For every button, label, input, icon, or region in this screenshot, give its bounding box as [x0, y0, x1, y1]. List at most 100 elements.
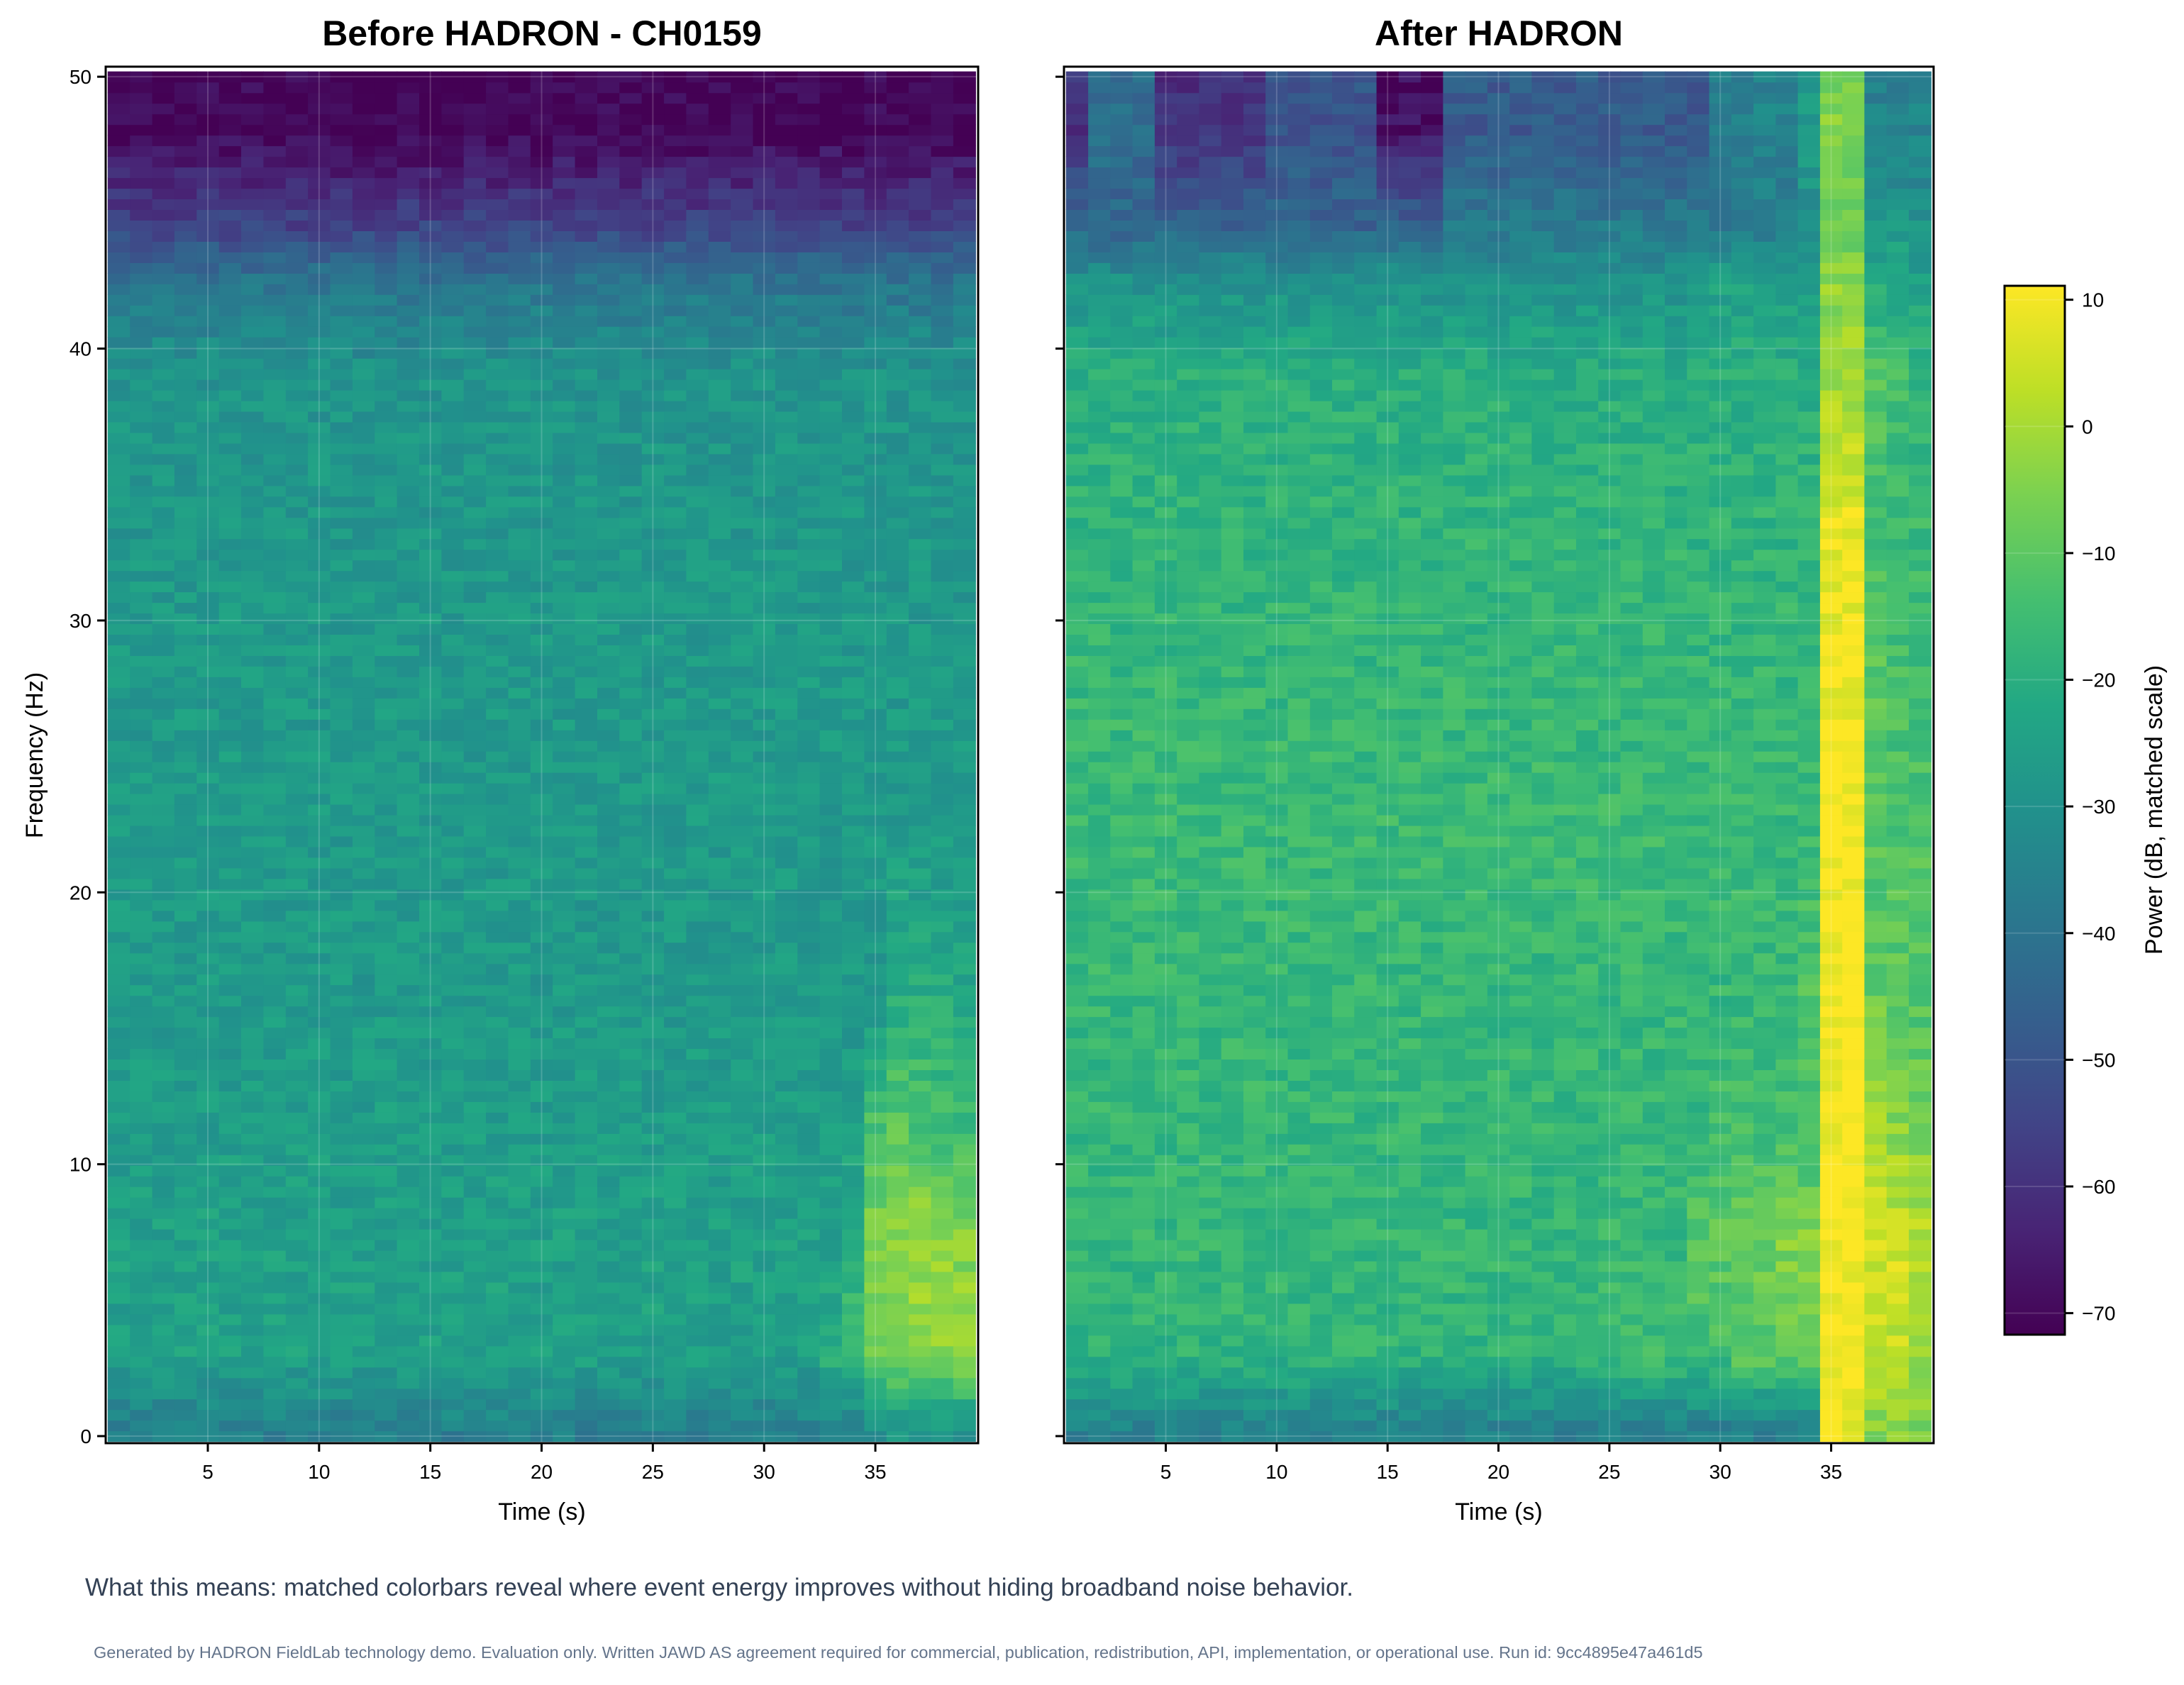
heatmap-cell [909, 1367, 932, 1379]
heatmap-cell [308, 103, 331, 115]
heatmap-cell [553, 1335, 576, 1347]
heatmap-cell [174, 899, 197, 911]
heatmap-cell [619, 751, 643, 762]
heatmap-cell [218, 1133, 242, 1145]
heatmap-cell [842, 560, 865, 572]
heatmap-cell [753, 677, 776, 688]
heatmap-cell [819, 379, 843, 391]
heatmap-cell [931, 71, 954, 83]
heatmap-cell [597, 92, 620, 104]
heatmap-cell [397, 835, 420, 847]
heatmap-cell [886, 496, 909, 508]
heatmap-cell [130, 719, 153, 730]
heatmap-cell [819, 655, 843, 667]
heatmap-cell [397, 177, 420, 189]
heatmap-cell [486, 1229, 509, 1240]
heatmap-cell [886, 1069, 909, 1081]
heatmap-cell [508, 613, 531, 624]
heatmap-cell [463, 113, 487, 126]
heatmap-cell [641, 825, 665, 837]
heatmap-cell [263, 1027, 287, 1039]
heatmap-cell [886, 857, 909, 869]
heatmap-cell [486, 177, 509, 189]
heatmap-cell [731, 549, 754, 561]
heatmap-cell [753, 113, 776, 126]
heatmap-cell [107, 666, 131, 677]
heatmap-cell [708, 591, 731, 604]
heatmap-cell [708, 815, 731, 826]
heatmap-cell [130, 1038, 153, 1050]
heatmap-cell [308, 751, 331, 762]
heatmap-cell [686, 751, 709, 762]
heatmap-cell [641, 347, 665, 359]
heatmap-cell [196, 687, 220, 699]
heatmap-cell [819, 666, 843, 677]
heatmap-cell [641, 1388, 665, 1400]
heatmap-cell [419, 1377, 442, 1389]
heatmap-cell [909, 1155, 932, 1166]
heatmap-cell [553, 1345, 576, 1357]
heatmap-cell [397, 252, 420, 263]
heatmap-cell [708, 1250, 731, 1262]
heatmap-cell [864, 1377, 887, 1389]
heatmap-cell [463, 974, 487, 986]
heatmap-cell [553, 294, 576, 306]
heatmap-cell [508, 1335, 531, 1347]
heatmap-cell [909, 1069, 932, 1081]
heatmap-cell [441, 358, 465, 369]
heatmap-cell [174, 783, 197, 794]
heatmap-cell [241, 1313, 264, 1325]
heatmap-cell [597, 1388, 620, 1400]
heatmap-cell [575, 1059, 598, 1070]
heatmap-cell [909, 273, 932, 284]
heatmap-cell [107, 878, 131, 890]
heatmap-cell [196, 963, 220, 975]
heatmap-cell [530, 995, 553, 1007]
heatmap-cell [953, 1027, 976, 1039]
heatmap-cell [218, 156, 242, 168]
heatmap-cell [174, 464, 197, 476]
heatmap-cell [152, 1229, 175, 1240]
heatmap-cell [330, 570, 353, 582]
heatmap-cell [953, 1006, 976, 1018]
heatmap-cell [731, 952, 754, 964]
heatmap-cell [775, 1133, 798, 1145]
heatmap-cell [797, 316, 821, 327]
heatmap-cell [731, 995, 754, 1007]
heatmap-cell [641, 156, 665, 168]
heatmap-cell [909, 421, 932, 433]
heatmap-cell [953, 1345, 976, 1357]
heatmap-cell [641, 974, 665, 986]
heatmap-cell [107, 188, 131, 199]
heatmap-cell [130, 82, 153, 94]
heatmap-cell [708, 337, 731, 348]
heatmap-cell [953, 1155, 976, 1166]
heatmap-cell [486, 889, 509, 901]
heatmap-cell [708, 1133, 731, 1145]
heatmap-cell [308, 326, 331, 338]
heatmap-cell [953, 730, 976, 741]
heatmap-cell [686, 740, 709, 752]
heatmap-cell [218, 1080, 242, 1091]
heatmap-cell [797, 804, 821, 816]
heatmap-cell [931, 1281, 954, 1294]
heatmap-cell [419, 421, 442, 433]
heatmap-cell [842, 316, 865, 327]
heatmap-cell [731, 220, 754, 231]
heatmap-cell [886, 358, 909, 369]
heatmap-cell [174, 262, 197, 274]
heatmap-cell [797, 528, 821, 540]
heatmap-cell [842, 1313, 865, 1325]
heatmap-cell [664, 252, 687, 263]
heatmap-cell [753, 390, 776, 401]
heatmap-cell [218, 1186, 242, 1198]
heatmap-cell [107, 1016, 131, 1028]
heatmap-cell [419, 613, 442, 624]
heatmap-cell [285, 815, 309, 826]
heatmap-cell [842, 878, 865, 890]
heatmap-cell [597, 1038, 620, 1050]
heatmap-cell [797, 252, 821, 263]
heatmap-cell [530, 1048, 553, 1060]
heatmap-cell [375, 1038, 398, 1050]
heatmap-cell [553, 167, 576, 179]
